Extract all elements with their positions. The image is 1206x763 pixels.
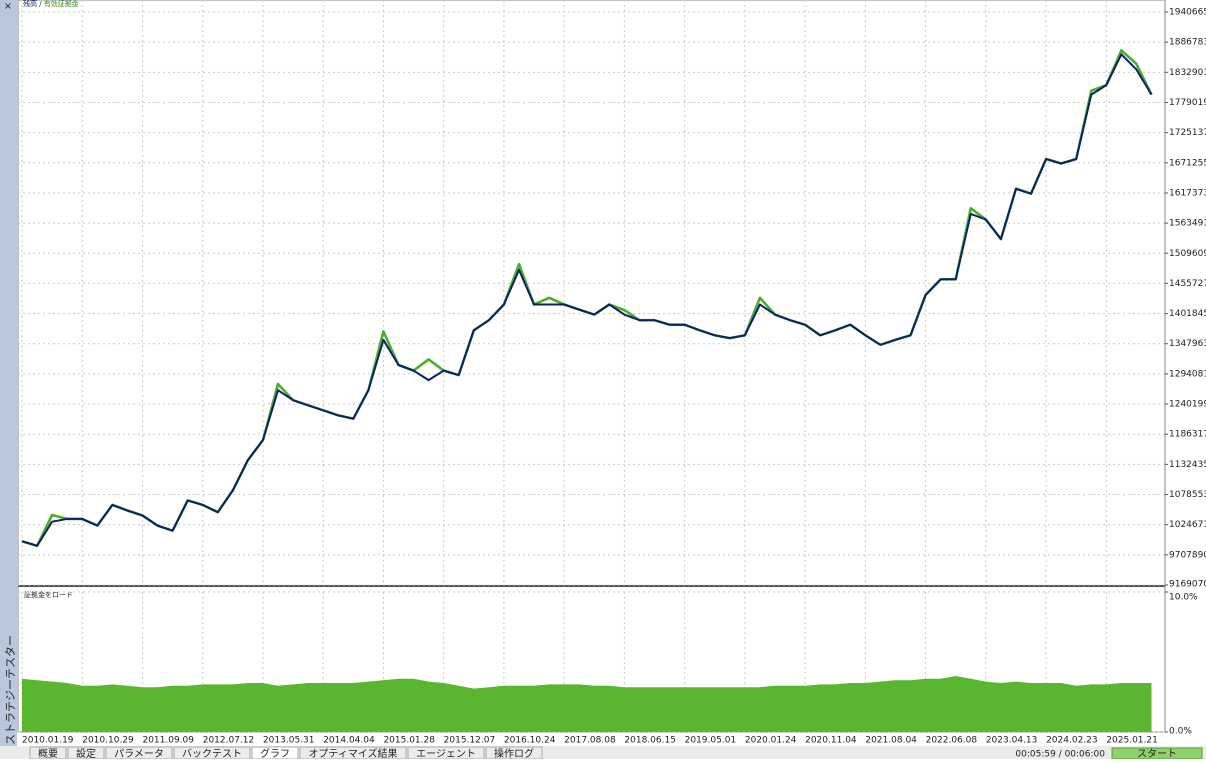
close-icon[interactable]: × [4,1,12,12]
ui-layer: 19406651 18867831 18329011 17790191 17251371… [22,7,1206,760]
y-tick-label: 18329011 [1169,68,1206,78]
y-tick-label: 12940811 [1169,369,1206,379]
y-tick-label: 14018451 [1169,309,1206,319]
tab-label: 概要 [38,747,58,759]
grid-layer [18,0,1168,733]
x-tick-label: 2017.08.08 [564,736,616,746]
y-tick-label: 11324350 [1169,460,1206,470]
y-tick-label: 15096091 [1169,249,1206,259]
x-tick-label: 2024.02.23 [1046,736,1098,746]
x-tick-label: 2015.01.28 [383,736,435,746]
plot-frame [17,0,1166,733]
y-tick-label: 11863171 [1169,430,1206,440]
y-tick-label: 18867831 [1169,38,1206,48]
legend: 残高 / 有効証拠金 [23,0,79,8]
y-tick-label: 13479631 [1169,339,1206,349]
tab-label: パラメータ [114,748,164,759]
tab-label: 設定 [76,747,96,759]
y-tick-label: 16173731 [1169,188,1206,198]
tab-label: バックテスト [182,748,242,759]
x-tick-label: 2014.04.04 [323,736,375,746]
y-tick-label: 10785530 [1169,490,1206,500]
x-tick-label: 2025.01.21 [1106,736,1158,746]
x-tick-label: 2022.06.08 [926,736,978,746]
load-area [22,676,1152,732]
x-tick-label: 2012.07.12 [203,736,255,746]
x-tick-label: 2011.09.09 [142,736,194,746]
y-tick-label: 10.0% [1169,593,1198,603]
x-tick-label: 2021.08.04 [865,736,917,746]
tab-label: オプティマイズ結果 [308,747,397,759]
tab-label: エージェント [416,749,476,759]
y-tick-label: 17790191 [1169,98,1206,108]
y-tick-label: 9169070 [1169,580,1206,590]
x-tick-label: 2010.10.29 [82,736,134,746]
y-tick-label: 12401991 [1169,400,1206,410]
legend-equity: 有効証拠金 [44,0,79,8]
x-tick-label: 2015.12.07 [444,736,496,746]
x-tick-label: 2013.05.31 [263,736,315,746]
elapsed-time: 00:05:59 / 00:06:00 [1015,750,1105,760]
series-line [21,53,1153,547]
marks-layer [21,49,1153,732]
x-tick-label: 2010.01.19 [22,736,74,746]
legend-balance: 残高 [23,0,37,8]
y-tick-label: 0.0% [1169,727,1192,737]
y-tick-label: 9707890 [1169,550,1206,560]
legend-sep: / [37,0,44,8]
tab-label: グラフ [260,747,290,759]
x-tick-label: 2020.11.04 [805,736,857,746]
side-label: ストラテジーテスター [4,635,17,745]
x-tick-label: 2023.04.13 [986,736,1038,746]
start-button-label: スタート [1137,748,1177,759]
y-tick-label: 10246710 [1169,520,1206,530]
panel-title: 証拠金をロード [24,590,73,599]
x-tick-label: 2019.05.01 [685,736,737,746]
x-tick-label: 2020.01.24 [745,736,797,746]
y-tick-label: 15634911 [1169,219,1206,229]
y-tick-label: 14557271 [1169,279,1206,289]
y-tick-label: 16712551 [1169,158,1206,168]
y-tick-label: 19406651 [1169,7,1206,17]
x-tick-label: 2018.06.15 [624,736,676,746]
y-tick-label: 17251371 [1169,128,1206,138]
side-panel [0,0,17,759]
tab-label: 操作ログ [494,747,534,759]
x-tick-label: 2016.10.24 [504,736,556,746]
